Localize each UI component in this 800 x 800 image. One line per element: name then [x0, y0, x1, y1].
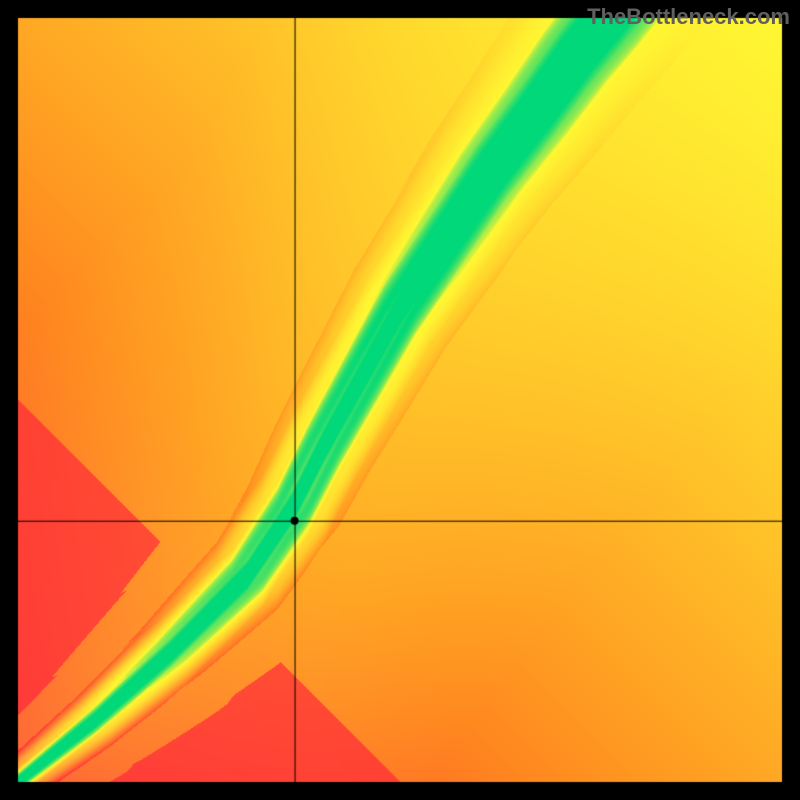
chart-container: TheBottleneck.com	[0, 0, 800, 800]
watermark-text: TheBottleneck.com	[587, 4, 790, 30]
heatmap-canvas	[0, 0, 800, 800]
